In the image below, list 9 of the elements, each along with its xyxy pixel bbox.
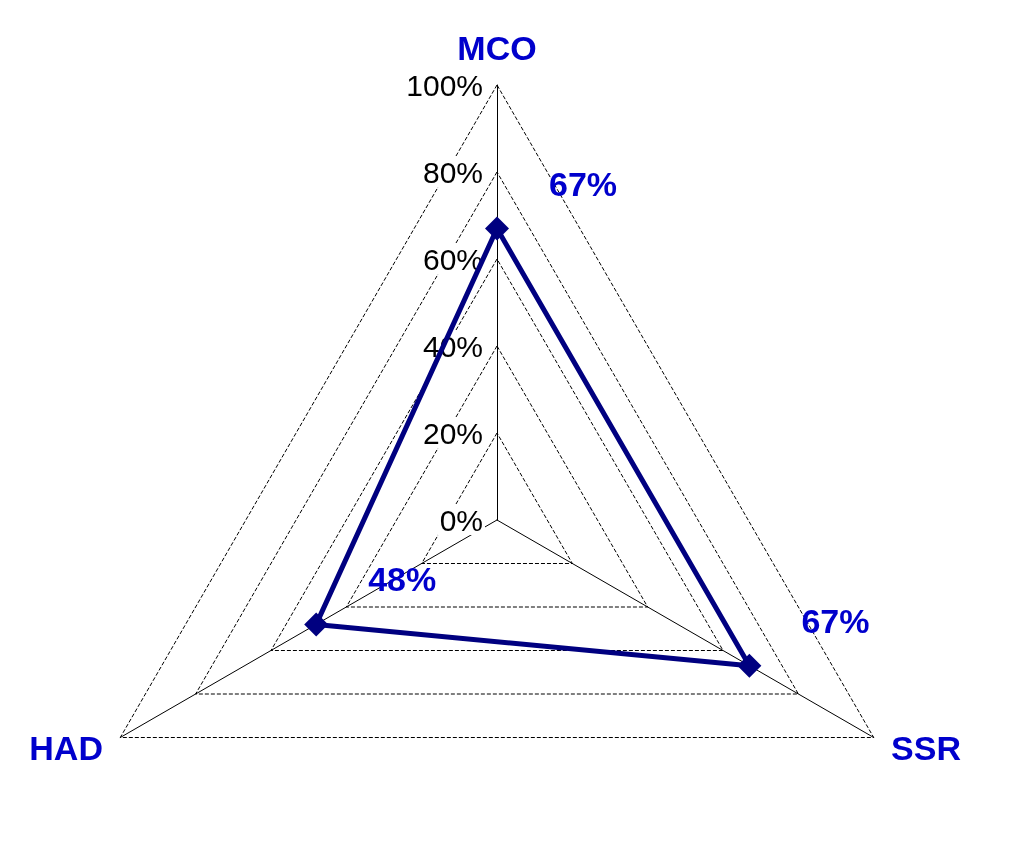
y-tick-label: 100% xyxy=(406,68,483,102)
data-label: 67% xyxy=(801,601,870,640)
spoke-label: MCO xyxy=(457,29,537,67)
y-tick-label: 20% xyxy=(422,416,483,450)
data-label: 67% xyxy=(549,164,618,203)
spoke-label: HAD xyxy=(29,728,103,767)
y-tick-label: 80% xyxy=(422,155,483,189)
spoke-label: SSR xyxy=(891,728,961,767)
y-tick-label: 0% xyxy=(439,503,483,537)
